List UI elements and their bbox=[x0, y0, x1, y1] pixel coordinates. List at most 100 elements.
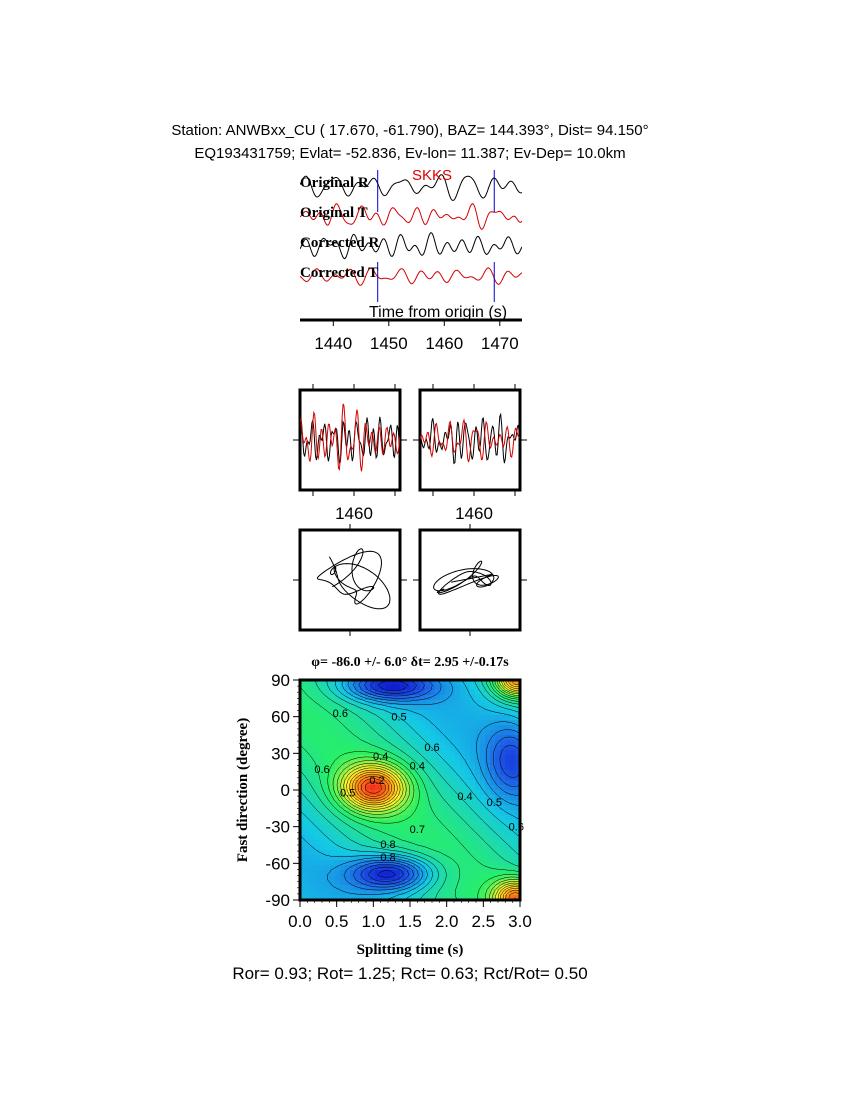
heatmap-cell bbox=[485, 695, 491, 701]
heatmap-cell bbox=[320, 740, 326, 746]
grid-y-tick-label: 30 bbox=[271, 744, 290, 763]
heatmap-cell bbox=[515, 690, 520, 696]
heatmap-cell bbox=[325, 815, 331, 821]
heatmap-cell bbox=[430, 680, 436, 686]
heatmap-cell bbox=[375, 700, 381, 706]
heatmap-cell bbox=[360, 695, 366, 701]
heatmap-cell bbox=[445, 715, 451, 721]
heatmap-cell bbox=[425, 840, 431, 846]
heatmap-cell bbox=[380, 880, 386, 886]
heatmap-cell bbox=[330, 870, 336, 876]
contour-line bbox=[367, 680, 417, 882]
heatmap-cell bbox=[395, 695, 401, 701]
heatmap-cell bbox=[425, 680, 431, 686]
heatmap-cell bbox=[420, 740, 426, 746]
heatmap-cell bbox=[315, 715, 321, 721]
heatmap-cell bbox=[470, 830, 476, 836]
heatmap-cell bbox=[330, 760, 336, 766]
heatmap-cell bbox=[380, 680, 386, 686]
heatmap-cell bbox=[405, 880, 411, 886]
heatmap-cell bbox=[340, 820, 346, 826]
heatmap-cell bbox=[430, 710, 436, 716]
heatmap-cell bbox=[480, 760, 486, 766]
heatmap-cell bbox=[510, 775, 516, 781]
heatmap-cell bbox=[425, 885, 431, 891]
grid-y-tick-label: -90 bbox=[265, 891, 290, 910]
contour-label: 0.4 bbox=[410, 761, 425, 773]
contour-line bbox=[357, 680, 520, 900]
contour-label: 0.4 bbox=[457, 791, 472, 803]
heatmap-cell bbox=[505, 870, 511, 876]
heatmap-cell bbox=[300, 695, 306, 701]
heatmap-cell bbox=[315, 730, 321, 736]
window-left-tick-label: 1460 bbox=[335, 504, 373, 523]
heatmap-cell bbox=[330, 875, 336, 881]
heatmap-cell bbox=[485, 895, 491, 900]
heatmap-cell bbox=[400, 680, 406, 686]
heatmap-cell bbox=[325, 715, 331, 721]
heatmap-cell bbox=[320, 755, 326, 761]
contour-label: 0.6 bbox=[424, 742, 439, 754]
heatmap-cell bbox=[500, 765, 506, 771]
heatmap-cell bbox=[485, 750, 491, 756]
heatmap-cell bbox=[455, 720, 461, 726]
heatmap-cell bbox=[485, 770, 491, 776]
heatmap-cell bbox=[495, 840, 501, 846]
heatmap-cell bbox=[415, 785, 421, 791]
heatmap-cell bbox=[435, 810, 441, 816]
heatmap-cell bbox=[430, 840, 436, 846]
heatmap-cell bbox=[450, 820, 456, 826]
heatmap-cell bbox=[495, 810, 501, 816]
heatmap-cell bbox=[350, 795, 356, 801]
heatmap-cell bbox=[370, 835, 376, 841]
heatmap-cell bbox=[480, 780, 486, 786]
heatmap-cell bbox=[300, 740, 306, 746]
heatmap-cell bbox=[425, 870, 431, 876]
heatmap-cell bbox=[390, 775, 396, 781]
heatmap-cell bbox=[425, 720, 431, 726]
heatmap-cell bbox=[350, 880, 356, 886]
heatmap-cell bbox=[480, 880, 486, 886]
heatmap-cell bbox=[300, 775, 306, 781]
heatmap-cell bbox=[470, 765, 476, 771]
heatmap-cell bbox=[395, 800, 401, 806]
heatmap-cell bbox=[470, 760, 476, 766]
heatmap-cell bbox=[440, 845, 446, 851]
heatmap-cell bbox=[385, 735, 391, 741]
heatmap-cell bbox=[495, 880, 501, 886]
heatmap-cell bbox=[505, 790, 511, 796]
heatmap-cell bbox=[380, 745, 386, 751]
heatmap-cell bbox=[350, 735, 356, 741]
heatmap-cell bbox=[395, 850, 401, 856]
heatmap-cell bbox=[460, 710, 466, 716]
heatmap-cell bbox=[470, 725, 476, 731]
heatmap-cell bbox=[455, 710, 461, 716]
heatmap-cell bbox=[445, 845, 451, 851]
heatmap-cell bbox=[360, 770, 366, 776]
heatmap-cell bbox=[460, 735, 466, 741]
heatmap-cell bbox=[325, 690, 331, 696]
heatmap-cell bbox=[515, 680, 520, 686]
heatmap-cell bbox=[335, 680, 341, 686]
heatmap-cell bbox=[390, 785, 396, 791]
heatmap-cell bbox=[345, 850, 351, 856]
heatmap-cell bbox=[360, 740, 366, 746]
heatmap-cell bbox=[380, 875, 386, 881]
heatmap-cell bbox=[495, 845, 501, 851]
heatmap-cell bbox=[330, 710, 336, 716]
heatmap-cell bbox=[430, 865, 436, 871]
heatmap-cell bbox=[480, 715, 486, 721]
heatmap-cell bbox=[450, 895, 456, 900]
heatmap-cell bbox=[395, 780, 401, 786]
particle-motion-left-frame bbox=[298, 528, 402, 632]
heatmap-cell bbox=[300, 840, 306, 846]
heatmap-cell bbox=[340, 875, 346, 881]
heatmap-cell bbox=[435, 765, 441, 771]
heatmap-cell bbox=[470, 750, 476, 756]
heatmap-cell bbox=[430, 695, 436, 701]
heatmap-cell bbox=[370, 790, 376, 796]
heatmap-cell bbox=[475, 875, 481, 881]
heatmap-cell bbox=[505, 685, 511, 691]
heatmap-cell bbox=[355, 730, 361, 736]
heatmap-cell bbox=[300, 715, 306, 721]
